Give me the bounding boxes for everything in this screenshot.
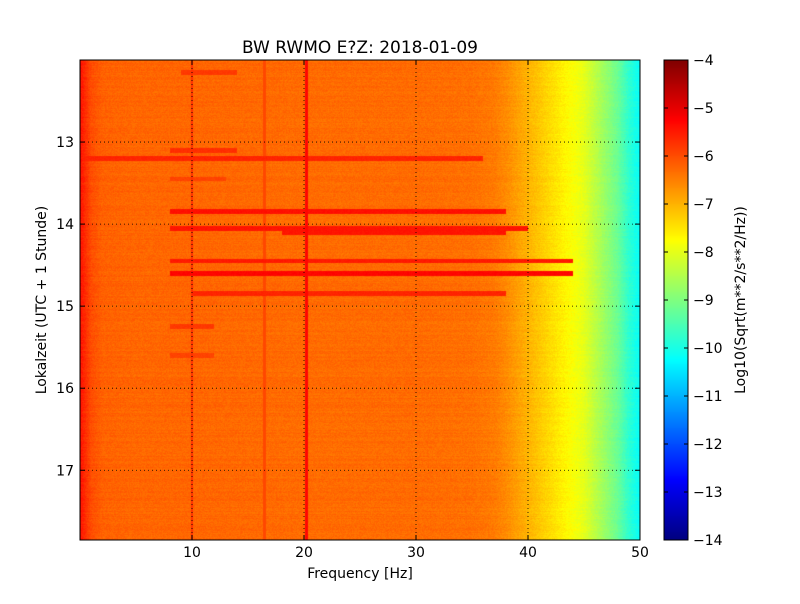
colorbar-label: Log10(Sqrt(m**2/s**2/Hz)) (733, 206, 749, 394)
colorbar-tick-label: −10 (693, 341, 723, 357)
x-axis-label: Frequency [Hz] (307, 566, 413, 582)
colorbar-tick-label: −7 (693, 197, 714, 213)
colorbar-tick-label: −12 (693, 437, 723, 453)
x-axis: 10 20 30 40 50 (183, 60, 649, 561)
x-tick-label: 20 (295, 545, 313, 561)
colorbar-tick-label: −8 (693, 245, 714, 261)
x-tick-label: 40 (519, 545, 537, 561)
y-tick-label: 17 (56, 463, 74, 479)
y-tick-label: 14 (56, 217, 74, 233)
y-tick-label: 16 (56, 381, 74, 397)
spectrogram-heatmap (80, 60, 640, 540)
colorbar-tick-label: −11 (693, 389, 723, 405)
colorbar-tick-label: −4 (693, 53, 714, 69)
y-axis-label: Lokalzeit (UTC + 1 Stunde) (34, 206, 50, 395)
chart-title: BW RWMO E?Z: 2018-01-09 (242, 38, 478, 58)
y-tick-label: 13 (56, 135, 74, 151)
x-tick-label: 30 (407, 545, 425, 561)
y-tick-label: 15 (56, 299, 74, 315)
colorbar-tick-label: −13 (693, 485, 723, 501)
colorbar-ticks: −4 −5 −6 −7 −8 −9 −10 −11 −12 −13 −14 (664, 53, 723, 549)
y-axis: 13 14 15 16 17 (56, 135, 640, 479)
colorbar-tick-label: −14 (693, 533, 723, 549)
grid-lines (80, 60, 640, 540)
colorbar-tick-label: −9 (693, 293, 714, 309)
x-tick-label: 50 (631, 545, 649, 561)
plot-frame (79, 59, 641, 541)
colorbar: −4 −5 −6 −7 −8 −9 −10 −11 −12 −13 −14 (663, 53, 723, 549)
colorbar-tick-label: −5 (693, 101, 714, 117)
plot-area (79, 59, 641, 541)
x-tick-label: 10 (183, 545, 201, 561)
colorbar-tick-label: −6 (693, 149, 714, 165)
